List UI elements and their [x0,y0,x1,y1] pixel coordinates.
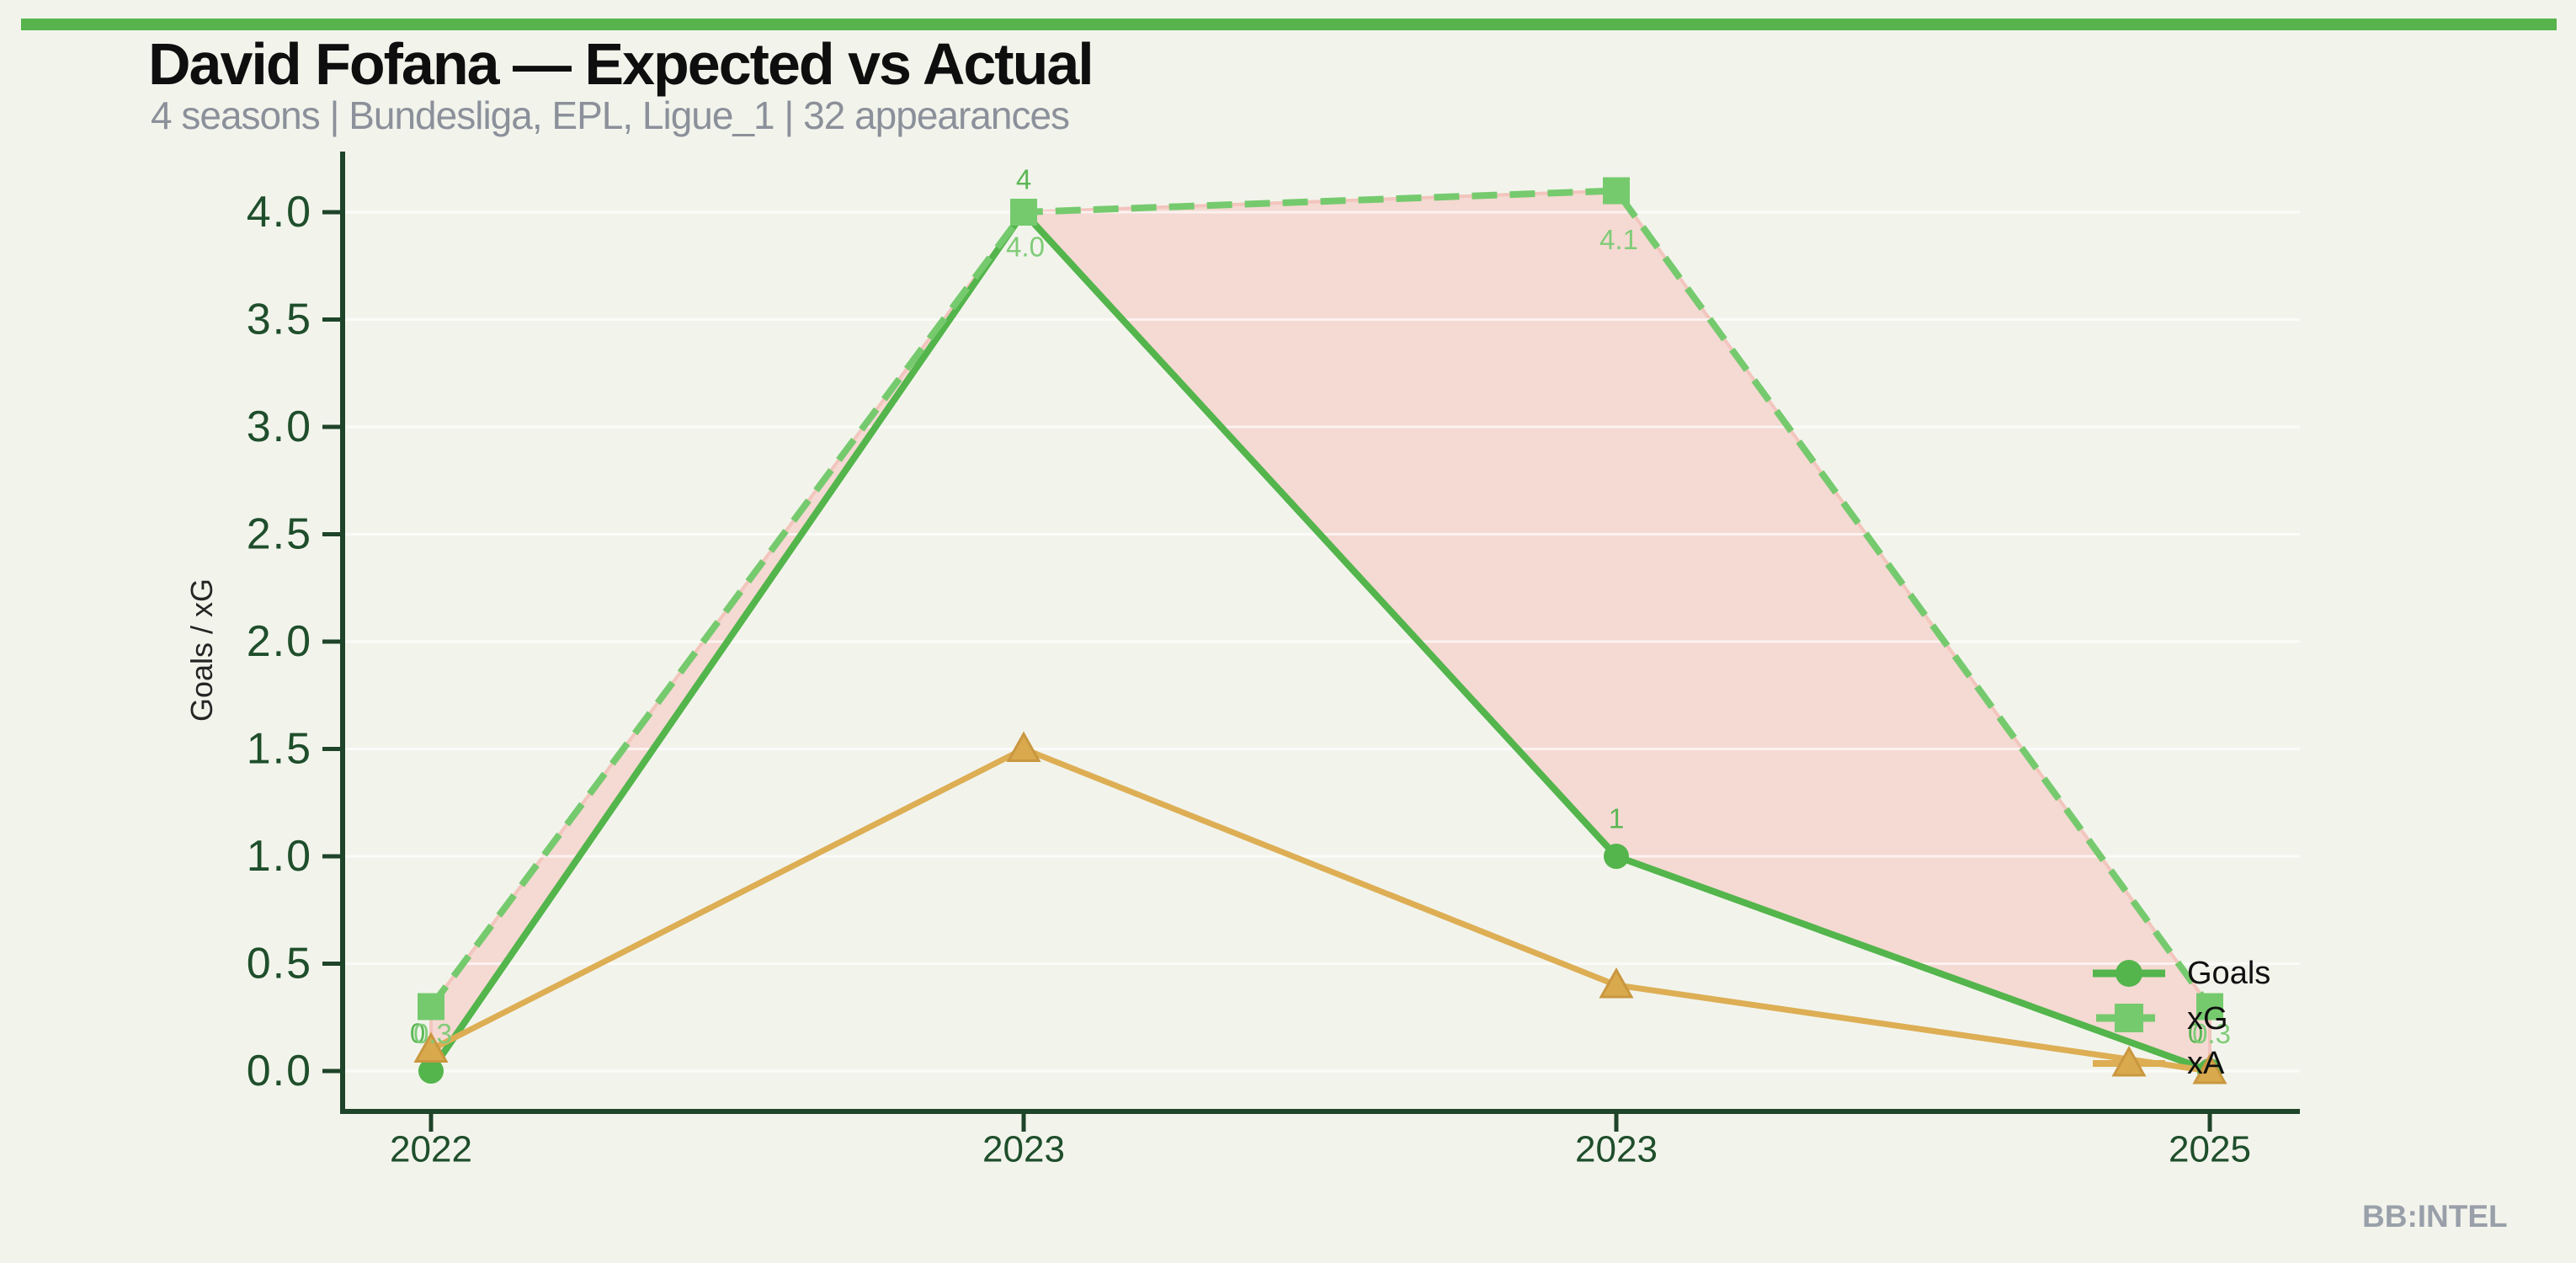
legend-xg-marker-icon [2115,1004,2143,1032]
xa-point-marker [413,1031,449,1063]
xg-value-label: 4.1 [1599,224,1638,255]
xg-value-label: 4.0 [1006,232,1045,263]
chart-title: David Fofana — Expected vs Actual [148,31,1094,97]
goals-value-label: 0 [2188,1018,2203,1049]
y-tick-label: 3.0 [247,402,312,451]
y-tick-label: 1.0 [247,832,312,881]
xa-point-marker [2192,1052,2227,1084]
goals-point-marker [1604,844,1629,869]
legend-xg-label: xG [2187,1001,2228,1037]
goals-value-label: 4 [1016,164,1031,195]
xg-line [428,187,2213,1009]
legend-xa-label: xA [2187,1046,2225,1081]
xg-point-marker [418,993,444,1021]
y-tick-label: 0.5 [247,940,312,989]
goals-value-label: 0 [410,1018,425,1049]
goals-point-marker [418,1058,444,1084]
xg-point-marker [1010,199,1037,226]
xa-point-marker [1599,967,1634,999]
goals-line [428,206,2211,1074]
x-tick-label: 2022 [390,1129,472,1170]
xg-point-marker [2196,993,2223,1021]
xa-point-marker [1006,731,1041,762]
legend: Goals xG xA [2093,956,2270,1081]
x-tick-label: 2023 [1575,1129,1658,1170]
xg-value-label: 0.3 [2192,1018,2231,1049]
y-tick-label: 1.5 [247,725,312,774]
chart-subtitle: 4 seasons | Bundesliga, EPL, Ligue_1 | 3… [151,93,1070,137]
y-tick-label: 0.0 [247,1047,312,1095]
legend-goals-label: Goals [2187,956,2270,991]
xa-line [429,745,2211,1074]
legend-item-goals: Goals [2093,956,2270,991]
y-tick-label: 4.0 [247,188,312,237]
y-axis-title: Goals / xG [184,578,219,722]
top-accent-bar [21,19,2557,30]
xg-point-marker [1603,177,1630,205]
legend-xa-marker-icon [2111,1045,2147,1077]
y-tick-label: 2.5 [247,510,312,559]
legend-item-xg: xG [2096,1001,2228,1037]
legend-goals-marker-icon [2116,960,2142,987]
watermark-logo: BB:INTEL [2362,1199,2508,1234]
y-tick-label: 3.5 [247,296,312,344]
x-tick-label: 2025 [2169,1129,2251,1170]
legend-item-xa: xA [2093,1045,2225,1081]
x-tick-label: 2023 [982,1129,1065,1170]
goals-value-label: 1 [1609,803,1624,834]
y-tick-label: 2.0 [247,617,312,666]
xg-value-label: 0.3 [413,1018,452,1049]
xg-goals-gap-area [429,189,2211,1077]
